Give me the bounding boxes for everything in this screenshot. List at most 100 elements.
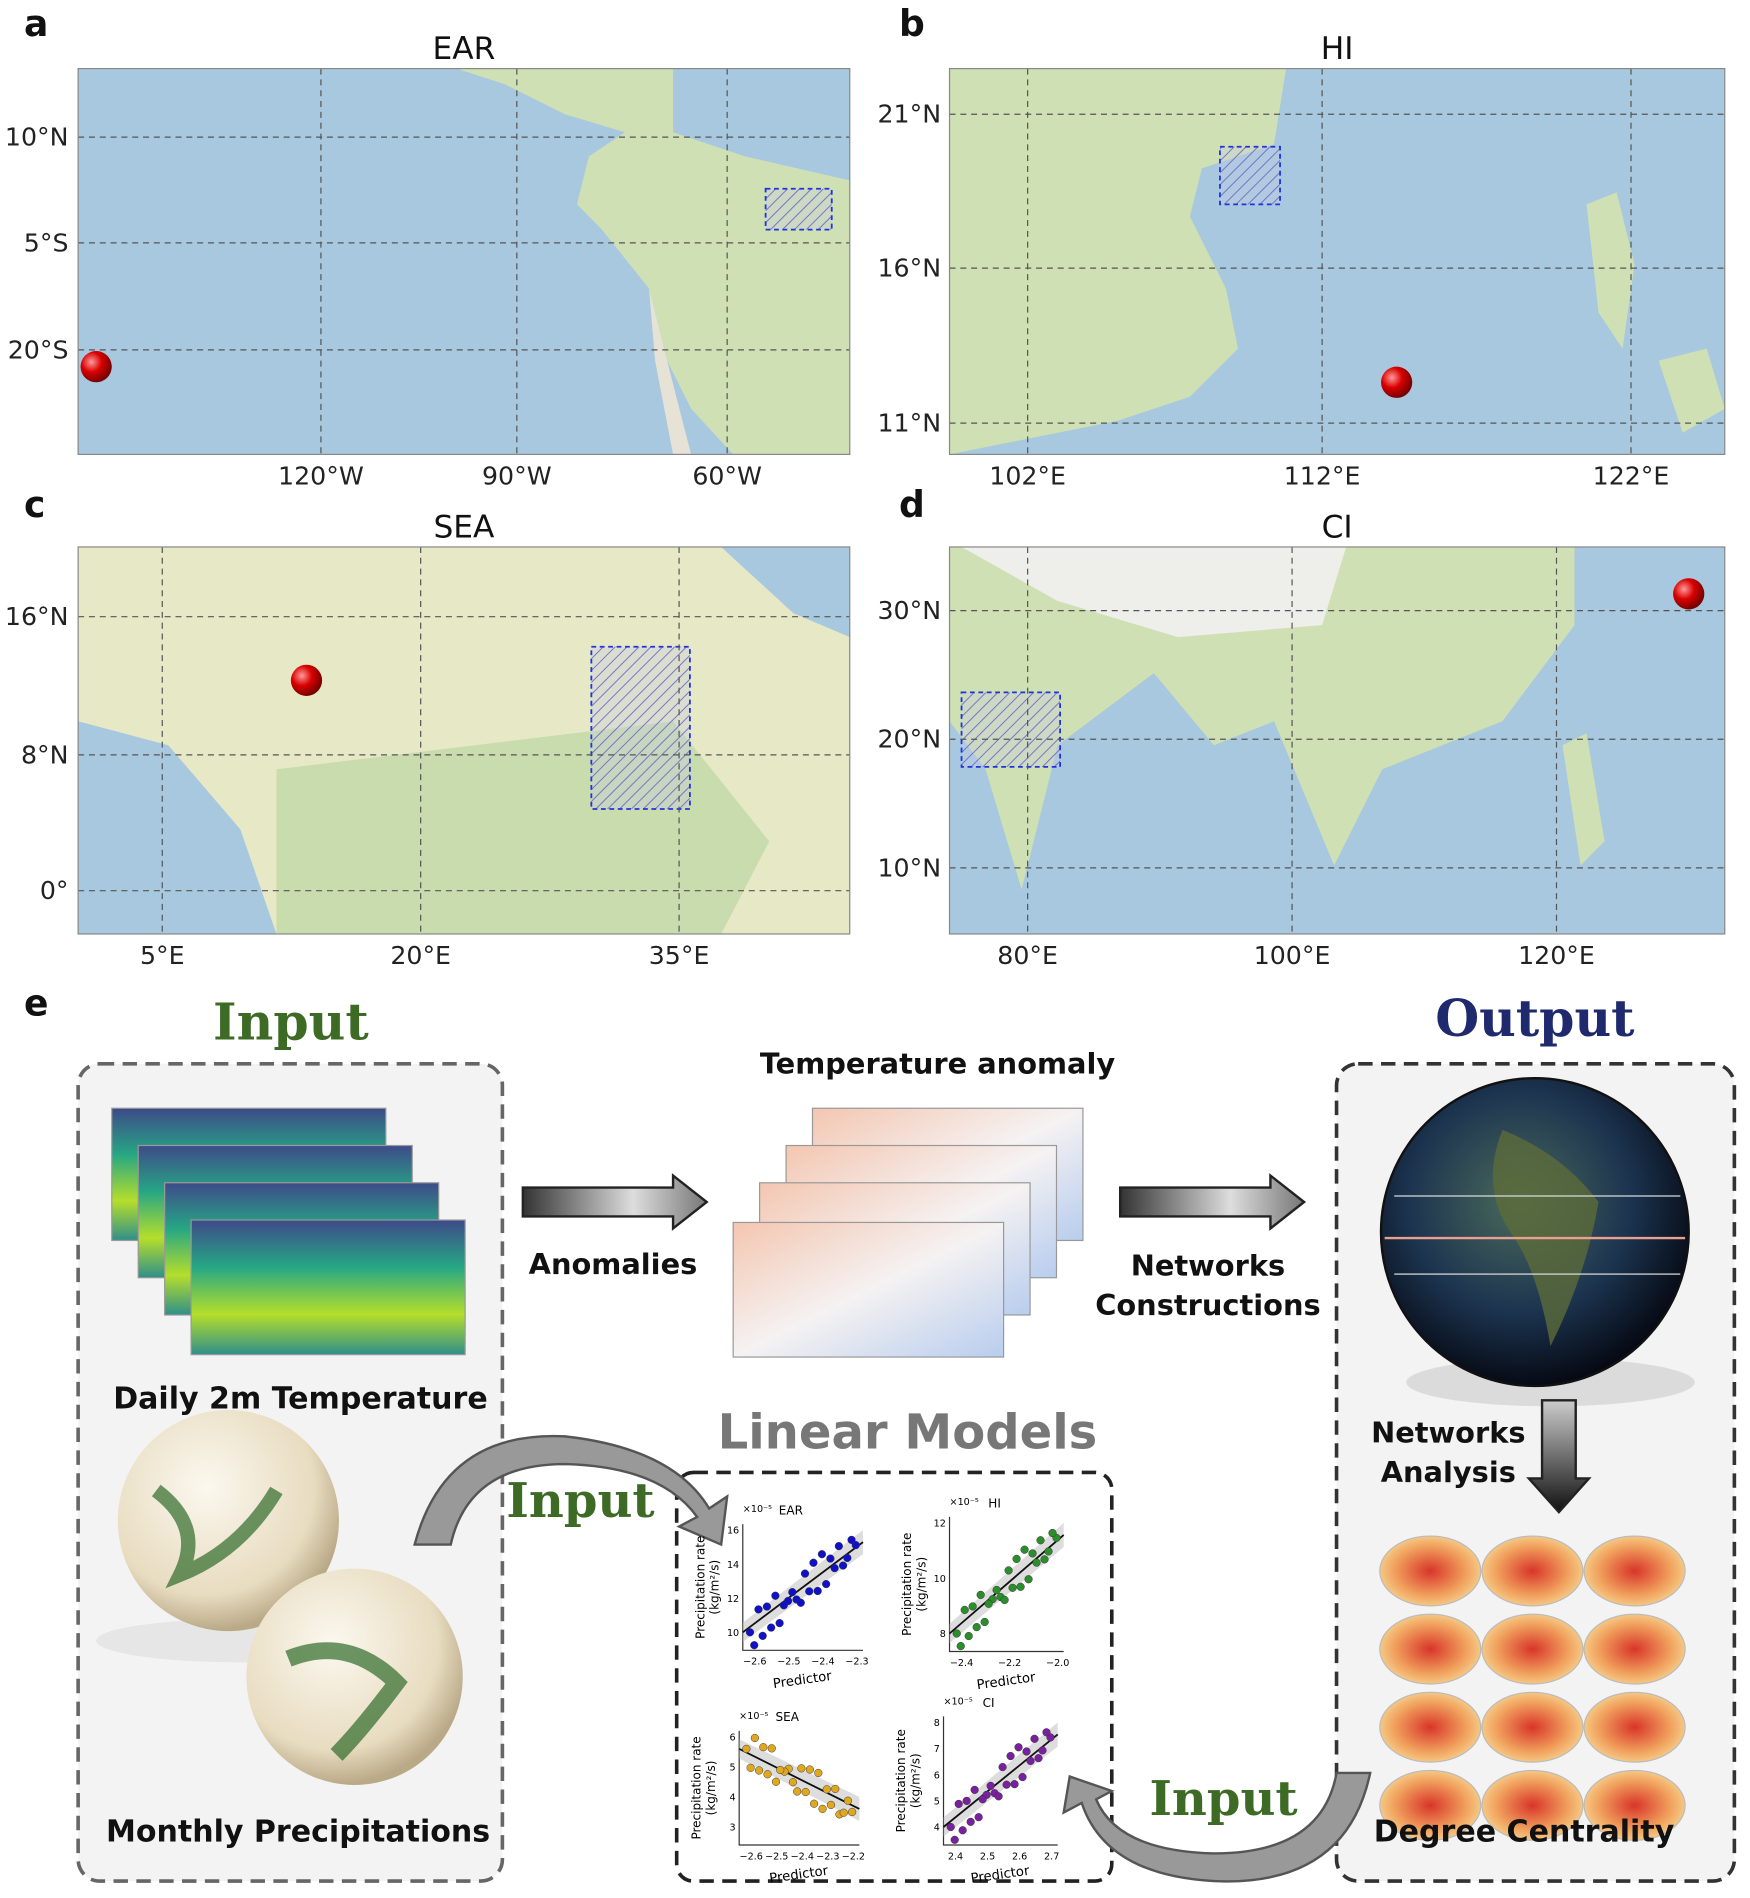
x-tick-label: −2.4 xyxy=(950,1658,973,1669)
point xyxy=(745,1628,755,1637)
point xyxy=(1012,1554,1021,1564)
point xyxy=(966,1817,975,1826)
map-a xyxy=(78,68,850,455)
point xyxy=(797,1764,806,1773)
x-tick-label: 2.4 xyxy=(948,1851,963,1862)
point xyxy=(776,1765,785,1775)
point xyxy=(754,1766,764,1775)
y-tick-label: 5 xyxy=(934,1796,940,1807)
point xyxy=(970,1785,979,1794)
x-tick-label: −2.3 xyxy=(845,1657,868,1668)
y-axis-label: Precipitation rate xyxy=(690,1736,704,1839)
plot-title: SEA xyxy=(776,1710,800,1724)
y-tick-label: 11°N xyxy=(877,409,941,438)
point xyxy=(834,1542,843,1551)
plot-axes xyxy=(942,1716,1058,1846)
centrality-map xyxy=(1481,1691,1584,1763)
location-dot xyxy=(1381,366,1413,398)
point xyxy=(1006,1751,1015,1761)
x-tick-label: −2.6 xyxy=(740,1851,763,1862)
point xyxy=(809,1799,819,1808)
point xyxy=(838,1561,848,1570)
point xyxy=(754,1605,763,1614)
point xyxy=(968,1602,977,1611)
point xyxy=(1040,1555,1049,1564)
point xyxy=(1044,1547,1053,1556)
x-tick-label: 5°E xyxy=(140,941,185,970)
point xyxy=(775,1619,784,1628)
y-tick-label: 16°N xyxy=(877,254,941,283)
y-axis-label: Precipitation rate xyxy=(894,1729,908,1832)
point xyxy=(972,1623,981,1632)
point xyxy=(1002,1780,1011,1789)
point xyxy=(978,1795,987,1804)
x-tick-label: 35°E xyxy=(649,941,710,970)
temperature-stack xyxy=(111,1107,466,1356)
anomaly-stack xyxy=(732,1107,1084,1358)
point xyxy=(1010,1780,1019,1789)
map-grids: 120°W 90°W 60°W 10°N 5°S 20°S a EAR 102°E 112°E 12… xyxy=(5,3,1726,970)
x-tick-label: 122°E xyxy=(1593,461,1670,490)
point xyxy=(1030,1734,1039,1743)
point xyxy=(750,1733,759,1743)
point xyxy=(818,1804,827,1813)
confidence-band xyxy=(739,1739,860,1821)
y-axis-unit: (kg/m²/s) xyxy=(708,1560,722,1615)
networks-analysis-label: Analysis xyxy=(1381,1455,1516,1489)
point xyxy=(1016,1582,1025,1591)
point xyxy=(814,1768,823,1778)
plot-scale: ×10⁻⁵ xyxy=(739,1711,768,1722)
plot-title: CI xyxy=(983,1696,995,1710)
point xyxy=(1028,1549,1037,1558)
point xyxy=(763,1770,772,1779)
x-tick-label: −2.2 xyxy=(998,1658,1021,1669)
point xyxy=(826,1554,835,1563)
y-tick-label: 10°N xyxy=(877,853,941,882)
map-title: CI xyxy=(1322,509,1353,545)
y-tick-label: 20°S xyxy=(8,335,69,364)
point xyxy=(1004,1566,1013,1575)
fit-line xyxy=(742,1541,864,1634)
point xyxy=(960,1605,969,1615)
point xyxy=(1038,1746,1047,1755)
input-label: Input xyxy=(506,1473,654,1529)
panel-letter: b xyxy=(899,3,925,45)
y-tick-label: 12 xyxy=(934,1519,946,1530)
networks-analysis-label: Networks xyxy=(1371,1415,1525,1449)
region-box xyxy=(960,691,1061,768)
y-tick-label: 7 xyxy=(934,1744,940,1755)
point xyxy=(767,1623,776,1632)
panel-letter: e xyxy=(24,983,48,1025)
monthly-precipitations-label: Monthly Precipitations xyxy=(106,1814,490,1849)
curved-arrow xyxy=(1062,1771,1372,1883)
y-tick-label: 20°N xyxy=(877,725,941,754)
region-box xyxy=(590,645,691,810)
network-globe xyxy=(1379,1077,1695,1407)
point xyxy=(1036,1536,1045,1545)
x-tick-label: −2.5 xyxy=(765,1851,788,1862)
y-tick-label: 16°N xyxy=(5,602,69,631)
point xyxy=(822,1785,831,1794)
centrality-map xyxy=(1481,1769,1584,1841)
anomalies-label: Anomalies xyxy=(529,1247,698,1281)
region-box xyxy=(764,187,833,231)
arrow xyxy=(521,1173,709,1231)
point xyxy=(1042,1728,1051,1737)
point xyxy=(759,1743,768,1752)
plot-title: HI xyxy=(988,1496,1001,1510)
point xyxy=(793,1787,802,1796)
centrality-map xyxy=(1379,1613,1482,1685)
plot-scale: ×10⁻⁵ xyxy=(950,1497,979,1508)
networks-constructions-label: Networks xyxy=(1131,1248,1285,1282)
panel-letter: a xyxy=(24,3,48,45)
point xyxy=(839,1808,848,1817)
location-dot xyxy=(80,351,112,383)
point xyxy=(1018,1772,1027,1782)
plot-axes xyxy=(948,1516,1064,1653)
y-axis-unit: (kg/m²/s) xyxy=(914,1557,928,1612)
x-tick-label: 2.7 xyxy=(1044,1851,1059,1862)
point xyxy=(986,1781,995,1790)
x-tick-label: −2.5 xyxy=(777,1657,800,1668)
centrality-map xyxy=(1481,1613,1584,1685)
degree-centrality-label: Degree Centrality xyxy=(1374,1814,1675,1849)
